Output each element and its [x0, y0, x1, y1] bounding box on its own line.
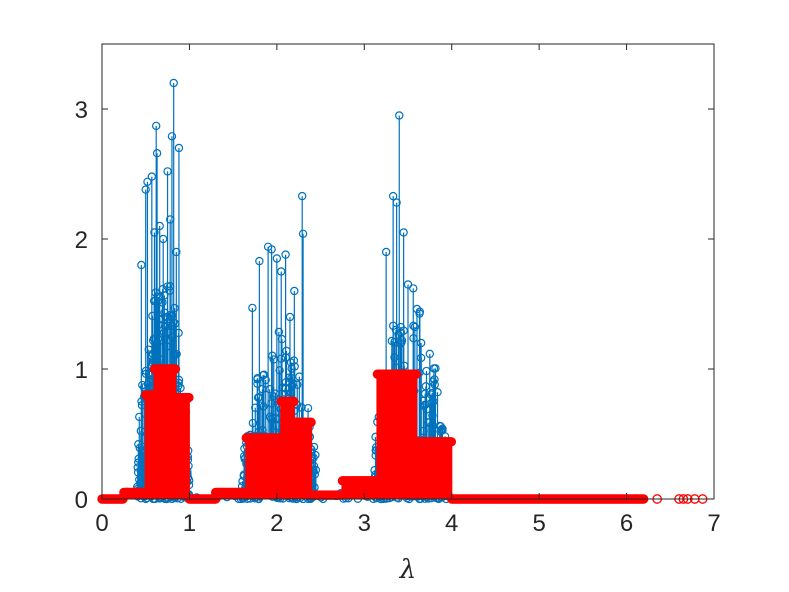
axes-box — [101, 43, 715, 500]
blue-marker — [409, 284, 418, 293]
y-tick-label: 3 — [75, 97, 88, 124]
x-tick-label: 1 — [183, 510, 196, 537]
blue-marker — [137, 260, 146, 270]
blue-marker — [290, 286, 299, 296]
blue-marker — [277, 267, 286, 276]
blue-marker — [253, 379, 262, 388]
blue-marker — [392, 198, 401, 207]
y-tick-label: 1 — [75, 357, 88, 384]
blue-marker — [297, 403, 306, 412]
blue-marker — [388, 191, 398, 201]
x-tick-label: 3 — [358, 510, 371, 537]
blue-marker — [431, 364, 440, 373]
blue-marker — [390, 353, 399, 362]
blue-marker — [255, 256, 264, 266]
blue-marker — [174, 143, 184, 153]
blue-marker — [265, 385, 274, 394]
x-tick-label: 6 — [620, 510, 633, 537]
blue-marker — [415, 309, 424, 318]
blue-marker — [298, 191, 307, 201]
blue-marker — [395, 111, 404, 120]
x-tick-label: 2 — [270, 510, 283, 537]
blue-marker — [381, 247, 391, 257]
blue-marker — [303, 403, 313, 413]
red-marker — [289, 396, 299, 407]
blue-marker — [419, 401, 428, 410]
red-marker — [306, 417, 316, 427]
blue-marker — [267, 245, 276, 254]
blue-marker — [152, 121, 161, 131]
y-tick-label: 2 — [75, 227, 88, 254]
x-tick-label: 0 — [95, 510, 108, 537]
y-tick-label: 0 — [75, 487, 88, 514]
blue-marker — [274, 327, 284, 337]
blue-marker — [152, 148, 162, 158]
blue-marker — [155, 221, 164, 231]
blue-marker — [135, 443, 144, 453]
red-marker — [446, 437, 457, 447]
axes-layer — [101, 43, 715, 500]
blue-marker — [403, 280, 413, 289]
blue-marker — [150, 228, 159, 237]
blue-marker — [261, 375, 270, 385]
blue-marker — [429, 397, 438, 406]
blue-marker — [275, 366, 284, 375]
blue-marker — [253, 373, 262, 383]
x-tick-label: 5 — [532, 510, 545, 537]
blue-marker — [163, 167, 172, 176]
blue-marker — [438, 426, 447, 435]
x-tick-label: 7 — [707, 510, 720, 537]
blue-marker — [416, 338, 426, 348]
blue-marker — [167, 132, 177, 141]
blue-marker — [410, 322, 420, 332]
blue-marker — [248, 303, 257, 313]
blue-marker — [141, 185, 150, 194]
red-marker — [411, 369, 421, 379]
blue-marker — [285, 312, 295, 322]
blue-marker — [143, 177, 152, 186]
blue-marker — [272, 254, 282, 263]
blue-marker — [427, 388, 437, 398]
blue-marker — [158, 234, 168, 244]
blue-marker — [298, 229, 308, 238]
blue-marker — [172, 247, 181, 257]
x-axis-label: λ — [399, 555, 416, 585]
blue-marker — [147, 172, 157, 181]
blue-marker — [425, 349, 435, 359]
tick-labels: 0 1 2 3 4 5 6 7 0 1 2 3 — [75, 97, 721, 537]
x-tick-label: 4 — [445, 510, 458, 537]
blue-marker — [424, 418, 433, 427]
blue-marker — [435, 421, 444, 431]
red-marker — [170, 364, 181, 374]
blue-marker — [281, 250, 290, 259]
blue-marker — [397, 336, 407, 345]
blue-marker — [169, 78, 178, 88]
blue-marker — [422, 366, 431, 376]
blue-marker — [430, 375, 439, 384]
blue-marker — [154, 315, 164, 324]
blue-marker — [293, 380, 302, 389]
blue-marker — [399, 228, 408, 237]
red-marker — [184, 392, 194, 403]
blue-marker — [170, 303, 179, 313]
